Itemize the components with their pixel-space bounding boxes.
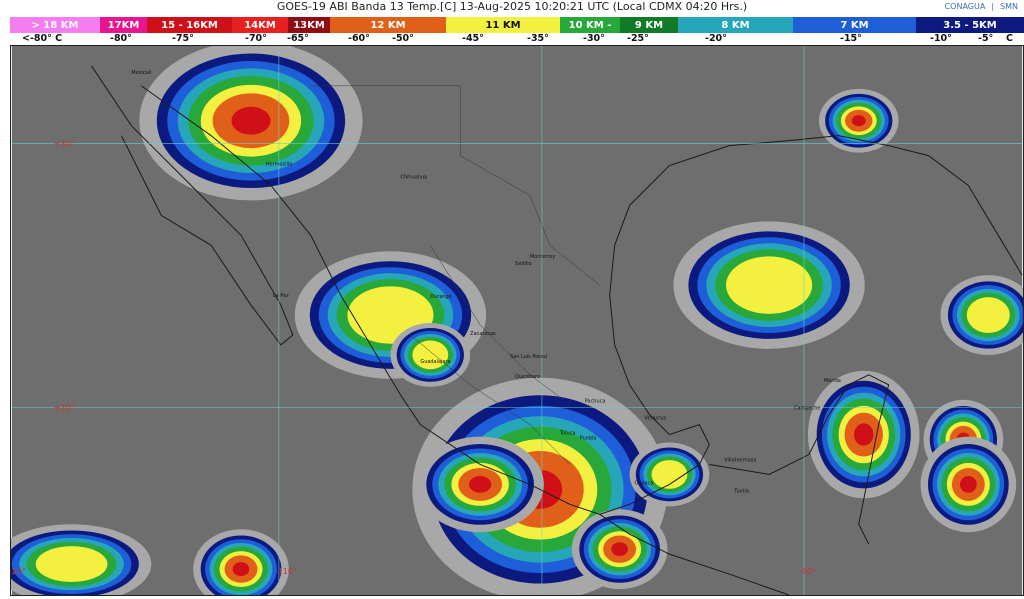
lat-label-30: +30° bbox=[54, 140, 75, 149]
cloud-layer bbox=[11, 46, 1023, 595]
legend-segment: 11 KM bbox=[446, 17, 560, 33]
legend-segment: 7 KM bbox=[793, 17, 916, 33]
city-label: Villahermosa bbox=[724, 457, 756, 463]
city-label: Oaxaca bbox=[635, 480, 654, 486]
city-label: Campeche bbox=[794, 406, 821, 412]
legend-segment: 12 KM bbox=[330, 17, 446, 33]
lon-label-90: -90° bbox=[799, 567, 816, 576]
legend-segment: 15 - 16KM bbox=[147, 17, 232, 33]
city-label: La Paz bbox=[273, 293, 289, 299]
temperature-label: -30° bbox=[583, 33, 605, 44]
city-label: Toluca bbox=[559, 431, 576, 437]
cloud-top-contour bbox=[412, 340, 449, 370]
conagua-logo: CONAGUA bbox=[944, 2, 986, 11]
cloud-top-contour bbox=[726, 256, 813, 314]
legend-segment: 9 KM bbox=[620, 17, 678, 33]
temperature-label: -10° bbox=[930, 33, 952, 44]
graticule bbox=[11, 46, 1023, 595]
color-legend: > 18 KM 17KM 15 - 16KM 14KM 13KM 12 KM 11 KM 10… bbox=[10, 17, 1024, 33]
city-label: Mexicali bbox=[131, 70, 151, 76]
temperature-label: -70° bbox=[245, 33, 267, 44]
legend-segment: 10 KM - bbox=[560, 17, 620, 33]
smn-logo: SMN bbox=[1000, 2, 1018, 11]
cloud-top-contour bbox=[853, 423, 874, 446]
lat-label-20: +20° bbox=[54, 404, 75, 413]
legend-segment: 13KM bbox=[288, 17, 330, 33]
coastlines bbox=[91, 65, 1023, 595]
temperature-label: -15° bbox=[840, 33, 862, 44]
image-title: GOES-19 ABI Banda 13 Temp.[C] 13-Aug-202… bbox=[276, 0, 748, 13]
cloud-top-contour bbox=[468, 476, 492, 493]
cloud-top-contour bbox=[966, 297, 1010, 333]
lon-label-120: -120° bbox=[10, 567, 26, 576]
cloud-top-contour bbox=[35, 546, 108, 583]
temperature-label: -5° bbox=[978, 33, 994, 44]
legend-segment: 17KM bbox=[100, 17, 147, 33]
cloud-top-contour bbox=[611, 542, 628, 557]
temperature-label: -35° bbox=[527, 33, 549, 44]
legend-segment: 14KM bbox=[232, 17, 288, 33]
city-label: Guadalajara bbox=[420, 359, 450, 365]
cloud-top-contour bbox=[231, 106, 271, 135]
lon-label-110: -110° bbox=[275, 567, 297, 576]
city-label: Pachuca bbox=[585, 399, 606, 405]
temperature-label: -80° bbox=[110, 33, 132, 44]
temperature-label: -45° bbox=[462, 33, 484, 44]
temperature-label: -60° bbox=[348, 33, 370, 44]
city-labels: Mexicali Hermosillo Chihuahua La Paz Monterr… bbox=[131, 70, 840, 494]
temperature-label: -50° bbox=[392, 33, 414, 44]
temperature-label: <-80° C bbox=[22, 33, 63, 44]
city-label: Mérida bbox=[824, 377, 841, 384]
city-label: Zacatecas bbox=[470, 331, 496, 337]
temperature-label: -75° bbox=[172, 33, 194, 44]
city-label: Querétaro bbox=[515, 373, 540, 380]
agency-logos: CONAGUA | SMN bbox=[944, 2, 1018, 11]
temperature-label: -25° bbox=[627, 33, 649, 44]
state-borders bbox=[310, 85, 600, 465]
legend-segment: > 18 KM bbox=[10, 17, 100, 33]
city-label: San Luis Potosí bbox=[510, 353, 548, 360]
cloud-top-contour bbox=[959, 476, 977, 493]
city-label: Chihuahua bbox=[400, 175, 427, 181]
city-label: Veracruz bbox=[645, 416, 667, 422]
city-label: Tuxtla bbox=[733, 488, 749, 494]
legend-segment: 8 KM bbox=[678, 17, 793, 33]
city-label: Durango bbox=[430, 294, 451, 300]
cloud-top-contour bbox=[232, 562, 250, 577]
city-label: Puebla bbox=[580, 436, 597, 442]
temperature-label: -65° bbox=[287, 33, 309, 44]
cloud-top-contour bbox=[851, 115, 866, 127]
city-label: Hermosillo bbox=[266, 162, 292, 168]
city-label: Saltillo bbox=[515, 261, 532, 267]
cloud-top-contour bbox=[651, 460, 688, 489]
temperature-label: C bbox=[1006, 33, 1013, 44]
city-label: Monterrey bbox=[530, 254, 555, 260]
temperature-label: -20° bbox=[705, 33, 727, 44]
satellite-map: +30° +20° -120° -110° -90° Mexicali Hermo… bbox=[10, 45, 1024, 596]
legend-segment: 3.5 - 5KM bbox=[916, 17, 1024, 33]
temperature-scale: <-80° C -80° -75° -70° -65° -60° -50° -45° -35° -… bbox=[0, 33, 1024, 45]
